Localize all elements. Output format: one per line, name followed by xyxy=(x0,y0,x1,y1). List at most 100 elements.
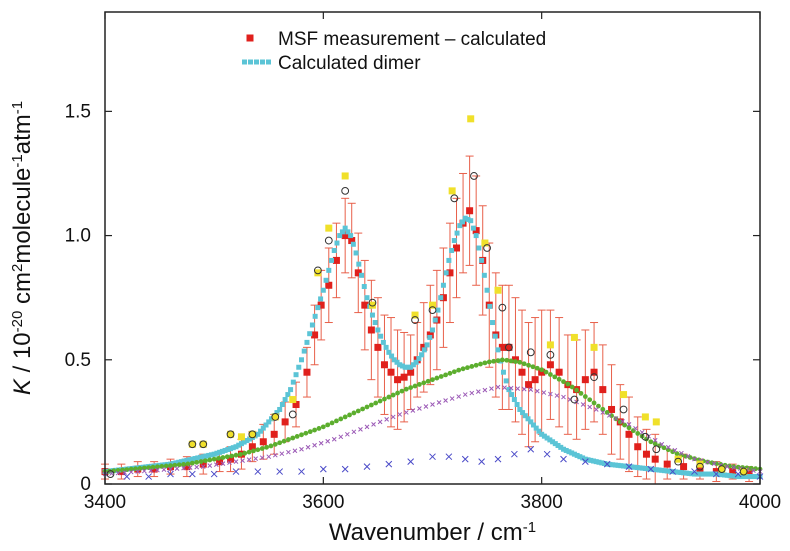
x-point xyxy=(672,447,678,453)
yellow-point xyxy=(652,418,660,426)
dimer-point xyxy=(222,447,228,453)
dimer-point xyxy=(230,445,236,451)
dimer-point xyxy=(405,364,411,370)
dimer-point xyxy=(473,233,479,239)
dimer-point xyxy=(416,356,422,362)
dotted-point xyxy=(246,449,252,455)
x-point xyxy=(341,465,349,473)
x-point xyxy=(613,416,619,421)
dimer-point xyxy=(211,451,217,457)
dimer-point xyxy=(359,272,365,278)
series-1 xyxy=(102,215,763,480)
dimer-point xyxy=(200,454,206,460)
x-point xyxy=(233,459,239,464)
legend: MSF measurement – calculated Calculated … xyxy=(242,29,546,74)
measurement-point xyxy=(642,450,650,458)
dimer-point xyxy=(342,225,348,231)
yellow-point xyxy=(368,301,376,309)
dimer-point xyxy=(656,467,662,473)
dotted-point xyxy=(338,416,344,422)
legend-dash xyxy=(248,59,253,65)
dotted-point xyxy=(194,459,200,465)
dimer-point xyxy=(730,473,736,479)
dimer-point xyxy=(282,397,288,403)
dimer-point xyxy=(315,305,321,311)
measurement-point xyxy=(729,468,737,476)
dimer-point xyxy=(487,303,493,309)
dotted-point xyxy=(334,418,339,424)
circle-point xyxy=(324,236,333,245)
dimer-point xyxy=(255,431,261,437)
x-point xyxy=(167,470,174,478)
x-point xyxy=(240,458,245,464)
dotted-point xyxy=(312,427,317,433)
x-point xyxy=(319,465,327,473)
dotted-point xyxy=(513,359,518,365)
circle-point xyxy=(674,457,683,466)
x-point xyxy=(325,438,331,444)
dotted-point xyxy=(451,369,457,375)
dimer-point xyxy=(419,352,425,358)
x-point xyxy=(403,410,409,415)
measurement-point xyxy=(590,368,598,376)
dimer-point xyxy=(520,410,526,416)
dotted-point xyxy=(159,464,165,469)
dimer-point xyxy=(580,455,586,461)
dimer-point xyxy=(266,419,272,425)
dimer-point xyxy=(318,296,324,302)
measurement-point xyxy=(466,207,474,215)
circle-point xyxy=(483,244,491,252)
dimer-point xyxy=(413,359,419,365)
x-point xyxy=(246,457,252,463)
dotted-point xyxy=(163,463,169,469)
x-point xyxy=(168,466,173,472)
dimer-point xyxy=(702,471,708,477)
dotted-point xyxy=(307,429,313,435)
measurement-point xyxy=(634,443,642,451)
x-axis-title: Wavenumber / cm-1 xyxy=(329,519,536,547)
x-point xyxy=(397,412,403,417)
dimer-point xyxy=(228,446,234,452)
x-point xyxy=(515,386,521,391)
dimer-point xyxy=(640,465,646,471)
dimer-point xyxy=(430,327,435,333)
x-point xyxy=(548,391,553,397)
x-point xyxy=(449,396,455,401)
measurement-point xyxy=(216,458,224,466)
dotted-point xyxy=(299,432,304,438)
x-point xyxy=(161,467,167,472)
x-axis-title-sup: -1 xyxy=(523,519,536,536)
dimer-point xyxy=(678,470,684,476)
dimer-point xyxy=(569,450,575,456)
dimer-point xyxy=(711,471,717,477)
measurement-point xyxy=(367,326,375,334)
measurement-point xyxy=(227,455,235,463)
x-point xyxy=(148,468,154,473)
dimer-point xyxy=(279,402,285,408)
x-point xyxy=(331,436,337,442)
legend-label-msf: MSF measurement – calculated xyxy=(278,29,546,50)
dimer-point xyxy=(490,320,496,326)
x-point xyxy=(443,398,448,403)
dimer-point xyxy=(525,416,531,422)
dimer-point xyxy=(178,459,184,465)
dimer-point xyxy=(585,457,591,463)
x-point xyxy=(554,393,560,398)
dotted-point xyxy=(604,410,610,415)
dotted-point xyxy=(355,408,361,414)
dimer-point xyxy=(369,312,375,318)
dotted-point xyxy=(635,431,641,436)
dimer-point xyxy=(225,447,231,453)
x-point xyxy=(155,467,160,473)
x-point xyxy=(751,468,756,473)
measurement-point xyxy=(183,463,191,471)
measurement-point xyxy=(332,256,340,264)
dimer-point xyxy=(260,425,266,431)
dimer-point xyxy=(749,474,755,480)
y-axis-title-part: K xyxy=(9,378,36,395)
dotted-point xyxy=(447,370,453,376)
x-point xyxy=(390,414,396,420)
measurement-point xyxy=(555,368,563,376)
x-point xyxy=(691,468,698,475)
